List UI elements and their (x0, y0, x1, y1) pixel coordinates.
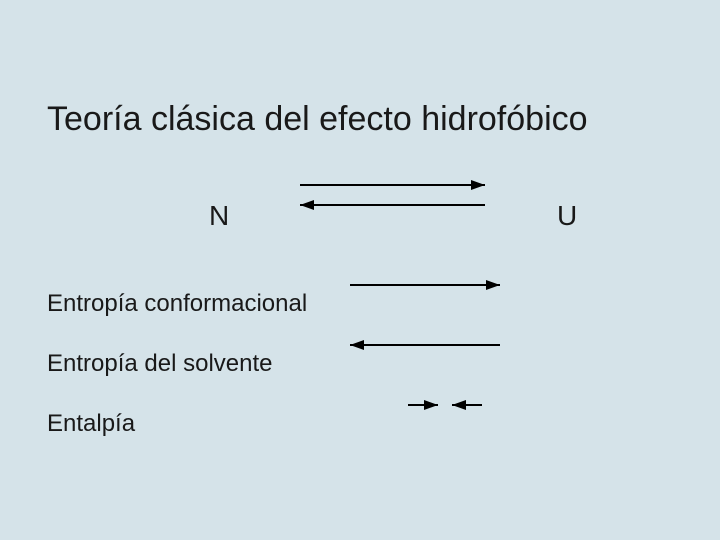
row-label-enthalpy: Entalpía (47, 410, 135, 438)
row-label-entropy-conformational: Entropía conformacional (47, 290, 307, 318)
slide-canvas: Teoría clásica del efecto hidrofóbico N … (0, 0, 720, 540)
state-label-u: U (557, 200, 577, 232)
slide-title: Teoría clásica del efecto hidrofóbico (47, 100, 588, 139)
arrows-layer (0, 0, 720, 540)
state-label-n: N (209, 200, 229, 232)
row-label-entropy-solvent: Entropía del solvente (47, 350, 272, 378)
